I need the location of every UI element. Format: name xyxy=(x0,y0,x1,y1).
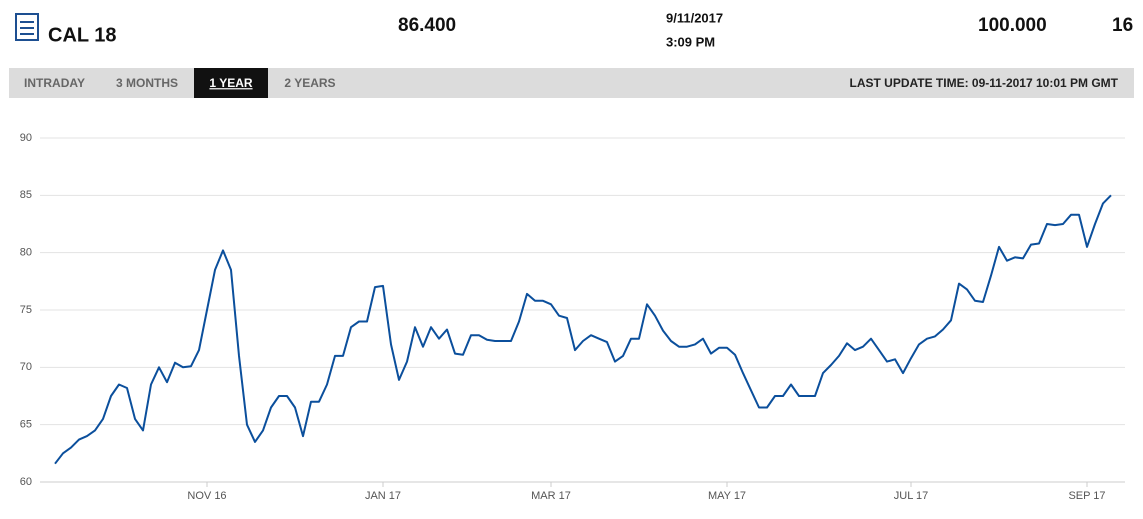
time: 3:09 PM xyxy=(666,34,715,49)
last-update: LAST UPDATE TIME: 09-11-2017 10:01 PM GM… xyxy=(849,76,1118,90)
tab[interactable]: 3 MONTHS xyxy=(116,76,178,90)
x-tick-label: JUL 17 xyxy=(894,490,928,502)
y-tick-label: 60 xyxy=(20,476,32,488)
right-extra: 16 xyxy=(1112,15,1133,36)
price-line xyxy=(54,194,1112,465)
y-tick-label: 90 xyxy=(20,132,32,144)
tab[interactable]: INTRADAY xyxy=(24,76,85,90)
tab-active-bg xyxy=(194,68,268,98)
x-tick-label: MAY 17 xyxy=(708,490,746,502)
y-tick-label: 70 xyxy=(20,361,32,373)
tab[interactable]: 1 YEAR xyxy=(209,76,252,90)
date: 9/11/2017 xyxy=(666,10,723,25)
icon xyxy=(15,13,39,41)
y-tick-label: 80 xyxy=(20,247,32,259)
right-value: 100.000 xyxy=(978,15,1047,36)
y-tick-label: 85 xyxy=(20,189,32,201)
tab[interactable]: 2 YEARS xyxy=(284,76,335,90)
y-tick-label: 65 xyxy=(20,419,32,431)
x-tick-label: JAN 17 xyxy=(365,490,401,502)
x-tick-label: MAR 17 xyxy=(531,490,571,502)
y-tick-label: 75 xyxy=(20,304,32,316)
price: 86.400 xyxy=(398,15,456,36)
x-tick-label: SEP 17 xyxy=(1068,490,1105,502)
title: CAL 18 xyxy=(48,24,117,46)
x-tick-label: NOV 16 xyxy=(187,490,226,502)
